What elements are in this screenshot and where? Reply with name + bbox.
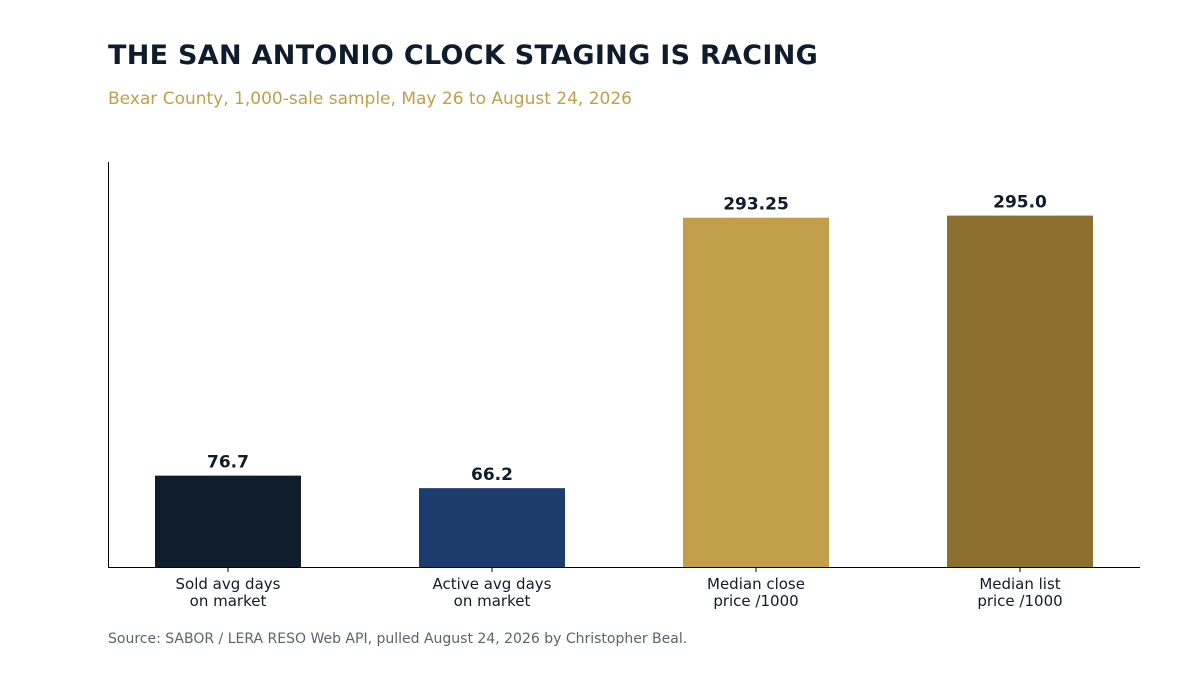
source-note: Source: SABOR / LERA RESO Web API, pulle…: [108, 631, 688, 647]
x-tick-label-line: price /1000: [977, 592, 1062, 610]
bar-3: [683, 217, 829, 567]
x-tick-label-line: Sold avg days: [176, 575, 281, 593]
bar-value-label-2: 66.2: [471, 465, 513, 485]
bars-layer: [155, 215, 1093, 567]
x-tick-label-line: Median list: [979, 575, 1060, 593]
chart-title: THE SAN ANTONIO CLOCK STAGING IS RACING: [108, 40, 819, 71]
bar-1: [155, 475, 301, 567]
value-labels-layer: 76.7 66.2 293.25 295.0: [207, 193, 1047, 486]
x-tick-label-line: on market: [190, 592, 267, 610]
chart-subtitle: Bexar County, 1,000-sale sample, May 26 …: [108, 89, 632, 109]
x-tick-label-line: on market: [454, 592, 531, 610]
x-tick-label-3: Median close price /1000: [707, 575, 805, 610]
bar-value-label-3: 293.25: [723, 195, 789, 215]
bar-2: [419, 488, 565, 567]
x-tick-label-line: price /1000: [713, 592, 798, 610]
x-tick-label-1: Sold avg days on market: [176, 575, 281, 610]
x-tick-label-line: Median close: [707, 575, 805, 593]
x-tick-label-line: Active avg days: [433, 575, 552, 593]
x-tick-label-2: Active avg days on market: [433, 575, 552, 610]
x-tick-label-4: Median list price /1000: [977, 575, 1062, 610]
bar-4: [947, 215, 1093, 567]
bar-value-label-4: 295.0: [993, 193, 1047, 213]
bar-value-label-1: 76.7: [207, 453, 249, 473]
